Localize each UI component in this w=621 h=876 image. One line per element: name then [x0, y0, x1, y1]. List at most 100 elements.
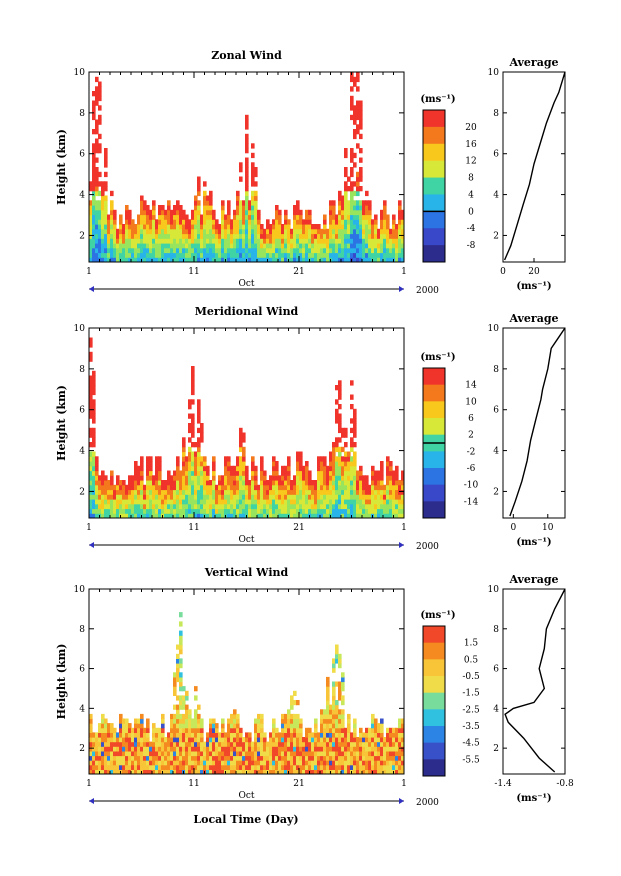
heatmap-cell	[332, 480, 336, 486]
heatmap-cell	[236, 750, 240, 757]
heatmap-cell	[314, 233, 318, 239]
heatmap-cell	[257, 746, 261, 752]
heatmap-cell	[395, 513, 399, 518]
heatmap-cell	[311, 764, 315, 770]
heatmap-cell	[203, 746, 207, 752]
heatmap-cell	[152, 475, 156, 481]
heatmap-cell	[362, 489, 366, 495]
heatmap-cell	[188, 494, 192, 500]
heatmap-cell	[122, 252, 126, 258]
heatmap-cell	[254, 727, 258, 733]
heatmap-cell	[224, 750, 228, 757]
heatmap-cell	[146, 764, 150, 770]
heatmap-cell	[302, 238, 306, 244]
heatmap-cell	[179, 723, 183, 729]
heatmap-cell	[320, 741, 324, 747]
heatmap-cell	[362, 760, 366, 766]
heatmap-cell	[218, 484, 222, 491]
heatmap-cell	[344, 513, 348, 518]
heatmap-cell	[308, 503, 312, 510]
heatmap-cell	[323, 750, 327, 757]
heatmap-cell	[380, 209, 384, 216]
heatmap-cell	[122, 247, 126, 254]
heatmap-cell	[344, 247, 348, 254]
heatmap-cell	[317, 746, 321, 752]
heatmap-cell	[368, 741, 372, 747]
x-tick-label: 21	[293, 779, 304, 789]
heatmap-cell	[296, 480, 300, 486]
heatmap-cell	[263, 480, 267, 486]
heatmap-cell	[215, 499, 219, 505]
heatmap-cell	[398, 723, 402, 729]
heatmap-cell	[389, 513, 393, 518]
heatmap-cell	[92, 480, 96, 486]
heatmap-cell	[293, 718, 297, 724]
heatmap-cell	[323, 503, 327, 510]
heatmap-cell	[140, 456, 144, 462]
heatmap-cell	[338, 769, 342, 774]
heatmap-cell	[260, 247, 264, 254]
heatmap-cell	[143, 489, 147, 495]
heatmap-cell	[191, 224, 195, 230]
heatmap-cell	[251, 513, 255, 518]
heatmap-cell	[320, 723, 324, 729]
heatmap-cell	[362, 508, 366, 514]
heatmap-cell	[176, 252, 180, 258]
heatmap-cell	[341, 446, 345, 453]
heatmap-cell	[362, 219, 366, 225]
heatmap-cell	[104, 219, 108, 225]
heatmap-cell	[389, 508, 393, 514]
heatmap-cell	[203, 484, 207, 491]
heatmap-cell	[248, 755, 252, 761]
heatmap-cell	[236, 760, 240, 766]
heatmap-cell	[359, 114, 363, 121]
heatmap-cell	[353, 737, 357, 743]
heatmap-cell	[209, 755, 213, 761]
heatmap-cell	[392, 243, 396, 249]
heatmap-cell	[104, 723, 108, 729]
heatmap-cell	[179, 755, 183, 761]
heatmap-cell	[242, 243, 246, 249]
heatmap-cell	[92, 404, 96, 410]
heatmap-cell	[149, 233, 153, 239]
heatmap-cell	[296, 489, 300, 495]
heatmap-cell	[329, 718, 333, 724]
heatmap-cell	[233, 214, 237, 220]
heatmap-cell	[290, 480, 294, 486]
heatmap-cell	[368, 238, 372, 244]
heatmap-cell	[89, 769, 93, 774]
heatmap-cell	[398, 257, 402, 262]
heatmap-cell	[128, 247, 132, 254]
heatmap-cell	[356, 233, 360, 239]
heatmap-cell	[107, 480, 111, 486]
heatmap-cell	[254, 228, 258, 235]
heatmap-cell	[338, 437, 342, 443]
heatmap-cell	[125, 746, 129, 752]
heatmap-cell	[95, 176, 99, 182]
heatmap-cell	[356, 205, 360, 211]
heatmap-cell	[107, 257, 111, 262]
heatmap-cell	[335, 713, 339, 720]
heatmap-cell	[296, 484, 300, 491]
heatmap-cell	[176, 200, 180, 206]
heatmap-cell	[248, 243, 252, 249]
heatmap-cell	[248, 499, 252, 505]
heatmap-cell	[209, 746, 213, 752]
heatmap-cell	[350, 238, 354, 244]
heatmap-cell	[344, 480, 348, 486]
heatmap-cell	[299, 243, 303, 249]
heatmap-cell	[176, 508, 180, 514]
heatmap-cell	[380, 219, 384, 225]
heatmap-cell	[365, 238, 369, 244]
heatmap-cell	[326, 233, 330, 239]
heatmap-cell	[131, 257, 135, 262]
heatmap-cell	[257, 755, 261, 761]
heatmap-cell	[239, 446, 243, 453]
heatmap-cell	[383, 224, 387, 230]
heatmap-cell	[299, 750, 303, 757]
heatmap-cell	[110, 489, 114, 495]
heatmap-cell	[203, 760, 207, 766]
heatmap-cell	[326, 713, 330, 720]
colorbar-segment	[423, 418, 445, 436]
heatmap-cell	[251, 764, 255, 770]
